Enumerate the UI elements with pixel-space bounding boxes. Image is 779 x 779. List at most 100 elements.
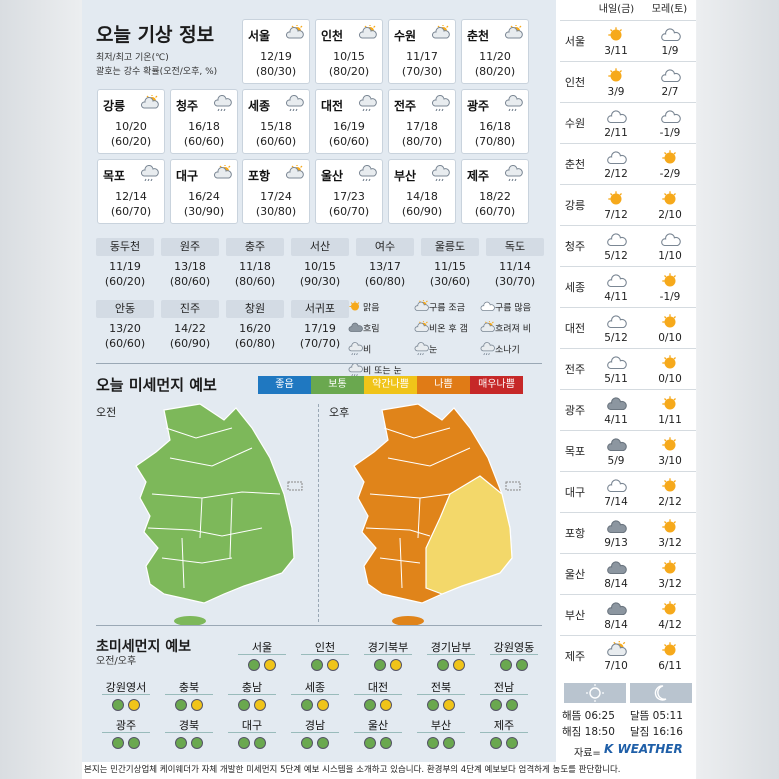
cloud-icon xyxy=(661,28,681,42)
forecast-city: 대전 xyxy=(564,322,586,335)
forecast-day1-temp: 2/11 xyxy=(604,127,628,139)
forecast-day1-temp: 5/9 xyxy=(607,455,625,467)
sun-icon xyxy=(662,601,676,615)
weather-icon xyxy=(503,165,523,182)
forecast-day2-temp: 3/12 xyxy=(658,537,682,549)
cloudy-sun-icon xyxy=(414,299,429,311)
weather-icon xyxy=(139,165,159,182)
cloud-icon xyxy=(607,315,627,329)
small-city-name: 울릉도 xyxy=(421,238,479,256)
rain-icon xyxy=(504,95,523,112)
pm-island-box xyxy=(505,481,521,491)
small-city-name: 창원 xyxy=(226,300,284,318)
city-card-대전: 대전 16/19 (60/60) xyxy=(315,89,383,154)
region-전북: 전북 xyxy=(411,680,471,711)
am-level-dot xyxy=(248,659,260,671)
city-temp: 17/24 xyxy=(260,190,292,203)
forecast-day1: 7/12 xyxy=(590,188,642,221)
small-city-창원: 창원 16/20 (60/80) xyxy=(226,300,284,350)
city-card-포항: 포항 17/24 (30/80) xyxy=(242,159,310,224)
dark-cloud-icon xyxy=(607,438,627,452)
small-city-rain: (70/70) xyxy=(299,337,341,350)
city-card-울산: 울산 17/23 (60/70) xyxy=(315,159,383,224)
am-dust-map xyxy=(135,403,303,626)
city-name: 대전 xyxy=(321,99,344,113)
sun-icon xyxy=(662,519,676,533)
small-city-name: 동두천 xyxy=(96,238,154,256)
small-city-rain: (60/80) xyxy=(364,275,406,288)
city-card-제주: 제주 18/22 (60/70) xyxy=(461,159,529,224)
weather-icon xyxy=(430,95,450,112)
city-name: 세종 xyxy=(248,99,271,113)
sun-icon xyxy=(662,273,676,287)
small-city-rain: (80/60) xyxy=(169,275,211,288)
city-temp: 12/14 xyxy=(115,190,147,203)
region-서울: 서울 xyxy=(232,640,292,671)
rain-icon xyxy=(213,95,232,112)
source-label: 자료= xyxy=(574,748,601,759)
rain-icon xyxy=(348,342,363,356)
city-temp: 14/18 xyxy=(406,190,438,203)
city-name: 부산 xyxy=(394,169,417,183)
small-city-독도: 독도 11/14 (30/70) xyxy=(486,238,544,288)
today-panel: 오늘 기상 정보 최저/최고 기온(℃) 괄호는 강수 확률(오전/오후, %)… xyxy=(82,0,556,762)
city-rain-prob: (70/80) xyxy=(474,135,516,148)
forecast-day1: 5/11 xyxy=(590,352,642,385)
forecast-day2-temp: 3/12 xyxy=(658,578,682,590)
small-city-temp: 17/19 xyxy=(304,322,336,335)
forecast-day1: 2/11 xyxy=(590,106,642,139)
dark-cloud-icon xyxy=(607,397,627,411)
city-rain-prob: (60/60) xyxy=(183,135,225,148)
forecast-day2-temp: 1/9 xyxy=(661,45,679,57)
region-name: 경기남부 xyxy=(427,640,475,655)
forecast-city: 광주 xyxy=(564,404,586,417)
forecast-day1: 9/13 xyxy=(590,516,642,549)
region-세종: 세종 xyxy=(285,680,345,711)
legend-item: 흐림 xyxy=(347,321,380,337)
forecast-day2-temp: -1/9 xyxy=(659,127,681,139)
cloud-icon xyxy=(661,233,681,247)
forecast-day1-temp: 7/10 xyxy=(604,660,628,672)
divider xyxy=(96,363,542,364)
forecast-day2: -1/9 xyxy=(644,106,696,139)
forecast-day1-temp: 7/14 xyxy=(604,496,628,508)
am-level-dot xyxy=(437,659,449,671)
forecast-row-광주: 광주 4/11 1/11 xyxy=(560,389,696,430)
am-level-dot xyxy=(490,699,502,711)
region-name: 서울 xyxy=(238,640,286,655)
forecast-day2-temp: 6/11 xyxy=(658,660,682,672)
weather-icon xyxy=(212,95,232,112)
city-card-부산: 부산 14/18 (60/90) xyxy=(388,159,456,224)
forecast-city: 청주 xyxy=(564,240,586,253)
forecast-day1: 7/10 xyxy=(590,639,642,672)
region-name: 전북 xyxy=(417,680,465,695)
small-city-temp: 14/22 xyxy=(174,322,206,335)
forecast-day2: 1/11 xyxy=(644,393,696,426)
am-level-dot xyxy=(427,737,439,749)
dark-cloud-icon xyxy=(348,322,363,332)
small-city-rain: (60/80) xyxy=(234,337,276,350)
forecast-day1-temp: 4/11 xyxy=(604,414,628,426)
page-title: 오늘 기상 정보 xyxy=(96,24,215,46)
forecast-day2-temp: 4/12 xyxy=(658,619,682,631)
pm-jeju-shape xyxy=(392,616,424,626)
rain-icon xyxy=(358,95,377,112)
small-city-temp: 10/15 xyxy=(304,260,336,273)
legend-label: 소나기 xyxy=(495,345,520,356)
sunset-text: 해짐 18:50 xyxy=(562,726,615,738)
weather-icon-legend: 맑음 구름 조금 구름 많음 흐림 비온 후 갬 흐려져 비 비 눈 소나기 비 또는 눈 xyxy=(347,299,552,377)
legend-label: 구름 많음 xyxy=(495,303,531,314)
dark-cloud-icon xyxy=(607,520,627,534)
pm-level-dot xyxy=(264,659,276,671)
region-경기북부: 경기북부 xyxy=(358,640,418,671)
small-city-rain: (90/30) xyxy=(299,275,341,288)
forecast-city: 춘천 xyxy=(564,158,586,171)
region-name: 인천 xyxy=(301,640,349,655)
small-city-여수: 여수 13/17 (60/80) xyxy=(356,238,414,288)
city-rain-prob: (60/70) xyxy=(110,205,152,218)
map-divider xyxy=(318,404,319,622)
cloudy-sun-icon xyxy=(504,24,523,39)
rain-icon xyxy=(285,95,304,112)
divider-2 xyxy=(96,625,542,626)
city-rain-prob: (60/70) xyxy=(328,205,370,218)
